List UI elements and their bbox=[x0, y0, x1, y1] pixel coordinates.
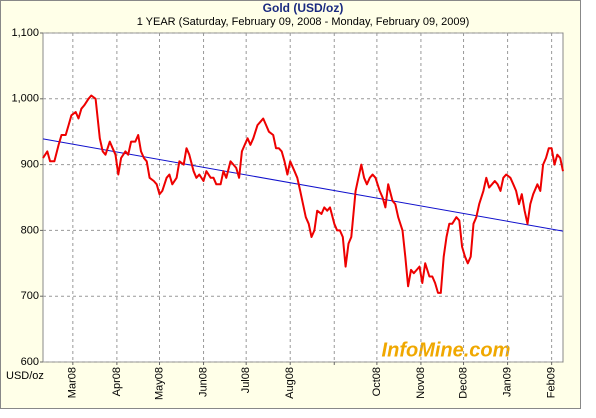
x-tick-label: Apr08 bbox=[111, 367, 123, 396]
y-axis-label: USD/oz bbox=[6, 370, 44, 382]
y-tick-label: 1,100 bbox=[11, 27, 39, 39]
watermark: InfoMine.com bbox=[382, 339, 511, 361]
y-tick-label: 700 bbox=[21, 290, 39, 302]
plot-area bbox=[42, 32, 564, 363]
x-tick-label: Oct08 bbox=[371, 367, 383, 396]
price-line bbox=[42, 94, 564, 294]
x-tick-label: Dec08 bbox=[457, 367, 469, 399]
y-tick-label: 1,000 bbox=[11, 93, 39, 105]
x-tick-label: Jun08 bbox=[197, 367, 209, 397]
x-tick-label: Mar08 bbox=[67, 367, 79, 398]
x-tick-label: Feb09 bbox=[546, 367, 558, 398]
x-tick-label: Jul08 bbox=[240, 367, 252, 393]
y-tick-label: 600 bbox=[21, 356, 39, 368]
y-tick-label: 800 bbox=[21, 224, 39, 236]
y-tick-label: 900 bbox=[21, 159, 39, 171]
x-tick-label: May08 bbox=[153, 367, 165, 400]
x-tick-label: Nov08 bbox=[415, 367, 427, 399]
chart-title: Gold (USD/oz) bbox=[263, 1, 344, 15]
chart-subtitle: 1 YEAR (Saturday, February 09, 2008 - Mo… bbox=[137, 16, 470, 28]
x-tick-label: Jan09 bbox=[501, 367, 513, 397]
x-tick-label: Aug08 bbox=[284, 367, 296, 399]
